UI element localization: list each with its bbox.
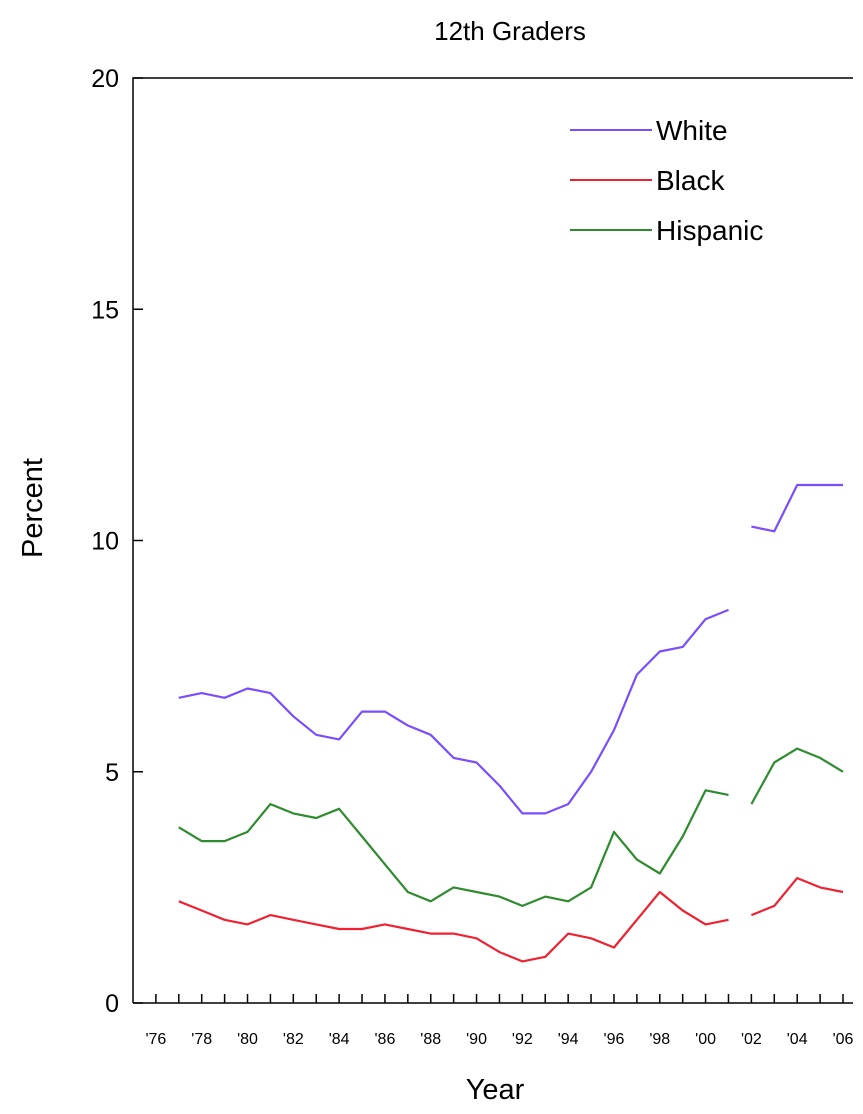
x-tick-label: '98: [649, 1031, 670, 1048]
series-line-white: [178, 608, 729, 815]
legend-label-white: White: [656, 115, 728, 146]
chart-title: 12th Graders: [434, 16, 586, 46]
x-tick-label: '82: [283, 1031, 304, 1048]
legend-label-black: Black: [656, 165, 725, 196]
x-tick-label: '06: [833, 1031, 854, 1048]
x-tick-label: '96: [604, 1031, 625, 1048]
legend: White Black Hispanic: [570, 115, 763, 246]
y-axis-ticks: 0 5 10 15 20: [91, 65, 143, 1018]
y-axis-label: Percent: [17, 458, 49, 558]
x-tick-label: '00: [695, 1031, 716, 1048]
series-line-black: [750, 876, 844, 917]
legend-label-hispanic: Hispanic: [656, 215, 763, 246]
series-line-black: [178, 890, 729, 963]
y-tick-label: 5: [105, 759, 119, 787]
x-tick-label: '86: [375, 1031, 396, 1048]
x-tick-label: '02: [741, 1031, 762, 1048]
y-tick-label: 10: [91, 528, 119, 556]
y-tick-label: 0: [105, 990, 119, 1018]
series-line-hispanic: [750, 747, 844, 805]
x-axis-label: Year: [466, 1074, 525, 1106]
x-tick-label: '88: [420, 1031, 441, 1048]
x-tick-label: '90: [466, 1031, 487, 1048]
series-lines: [178, 483, 844, 963]
x-tick-label: '84: [329, 1031, 350, 1048]
x-tick-label: '92: [512, 1031, 533, 1048]
x-tick-label: '80: [237, 1031, 258, 1048]
x-tick-label: '94: [558, 1031, 579, 1048]
series-line-hispanic: [178, 789, 729, 908]
x-tick-label: '04: [787, 1031, 808, 1048]
x-tick-label: '76: [145, 1031, 166, 1048]
x-tick-label: '78: [191, 1031, 212, 1048]
x-axis-ticks: '76 '78 '80 '82 '84 '86 '88 '90 '92 '94 '96 '98 '00 '…: [145, 994, 854, 1048]
series-line-white: [751, 483, 843, 533]
y-tick-label: 20: [91, 65, 119, 93]
y-tick-label: 15: [91, 296, 119, 324]
